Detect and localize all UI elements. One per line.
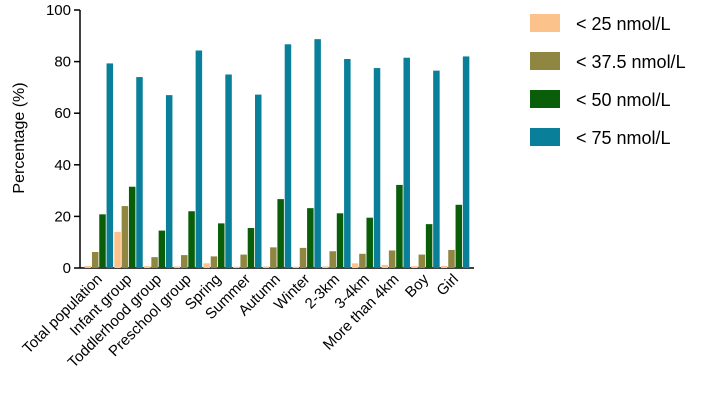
bar (448, 249, 455, 268)
bar (210, 256, 218, 268)
legend-swatch (530, 52, 560, 70)
bar (307, 208, 314, 268)
bar (203, 263, 210, 268)
bar (188, 211, 195, 268)
bar (99, 214, 106, 268)
bar (440, 265, 448, 268)
bar (314, 39, 321, 269)
x-tick-label: Boy (402, 270, 433, 301)
bar (277, 199, 284, 268)
x-tick-label: Girl (433, 271, 462, 300)
bar (136, 77, 143, 268)
bar (91, 252, 99, 268)
bar (114, 231, 121, 268)
bar (165, 95, 173, 268)
bar (284, 44, 292, 269)
bar (411, 266, 418, 268)
legend-label: < 50 nmol/L (576, 90, 671, 110)
bar (344, 59, 351, 268)
bar (373, 68, 381, 268)
bar (121, 206, 129, 268)
legend-label: < 25 nmol/L (576, 14, 671, 34)
bar (322, 266, 329, 268)
bars (84, 39, 470, 269)
bar (381, 264, 389, 268)
y-tick-label: 80 (54, 54, 71, 71)
y-axis: 0 20 40 60 80 100 (46, 2, 81, 277)
bar (128, 186, 136, 268)
legend-label: < 37.5 nmol/L (576, 52, 686, 72)
legend-label: < 75 nmol/L (576, 128, 671, 148)
bar (151, 257, 158, 268)
bar (336, 213, 344, 268)
bar (181, 255, 188, 268)
bar (240, 254, 247, 268)
bar (388, 250, 396, 268)
y-tick-label: 0 (63, 260, 71, 277)
bar (255, 94, 262, 269)
bar (247, 228, 255, 268)
bar (218, 223, 225, 268)
y-tick-label: 100 (46, 2, 71, 19)
bar (195, 50, 203, 269)
bar (462, 56, 470, 268)
bar (351, 263, 359, 268)
bar (233, 266, 240, 268)
bar (359, 253, 366, 268)
bar (455, 204, 463, 268)
bar (403, 57, 410, 269)
bar (270, 247, 277, 268)
legend: < 25 nmol/L < 37.5 nmol/L < 50 nmol/L < 75 … (530, 14, 686, 148)
y-tick-label: 20 (54, 208, 71, 225)
bar (418, 254, 426, 268)
bar (299, 247, 307, 268)
y-tick-label: 60 (54, 105, 71, 122)
bar (433, 70, 440, 268)
bar (106, 63, 114, 268)
bar (173, 266, 181, 268)
bar (158, 230, 166, 268)
legend-swatch (530, 14, 560, 32)
bar (144, 266, 151, 268)
bar (329, 251, 336, 268)
bar (425, 224, 433, 268)
bar (84, 265, 92, 268)
y-tick-label: 40 (54, 157, 71, 174)
legend-swatch (530, 128, 560, 146)
bar (225, 74, 232, 268)
legend-swatch (530, 90, 560, 108)
bar (396, 184, 403, 268)
bar (292, 266, 299, 268)
bar (262, 266, 270, 268)
bar (366, 217, 373, 268)
y-axis-title: Percentage (%) (11, 82, 28, 193)
